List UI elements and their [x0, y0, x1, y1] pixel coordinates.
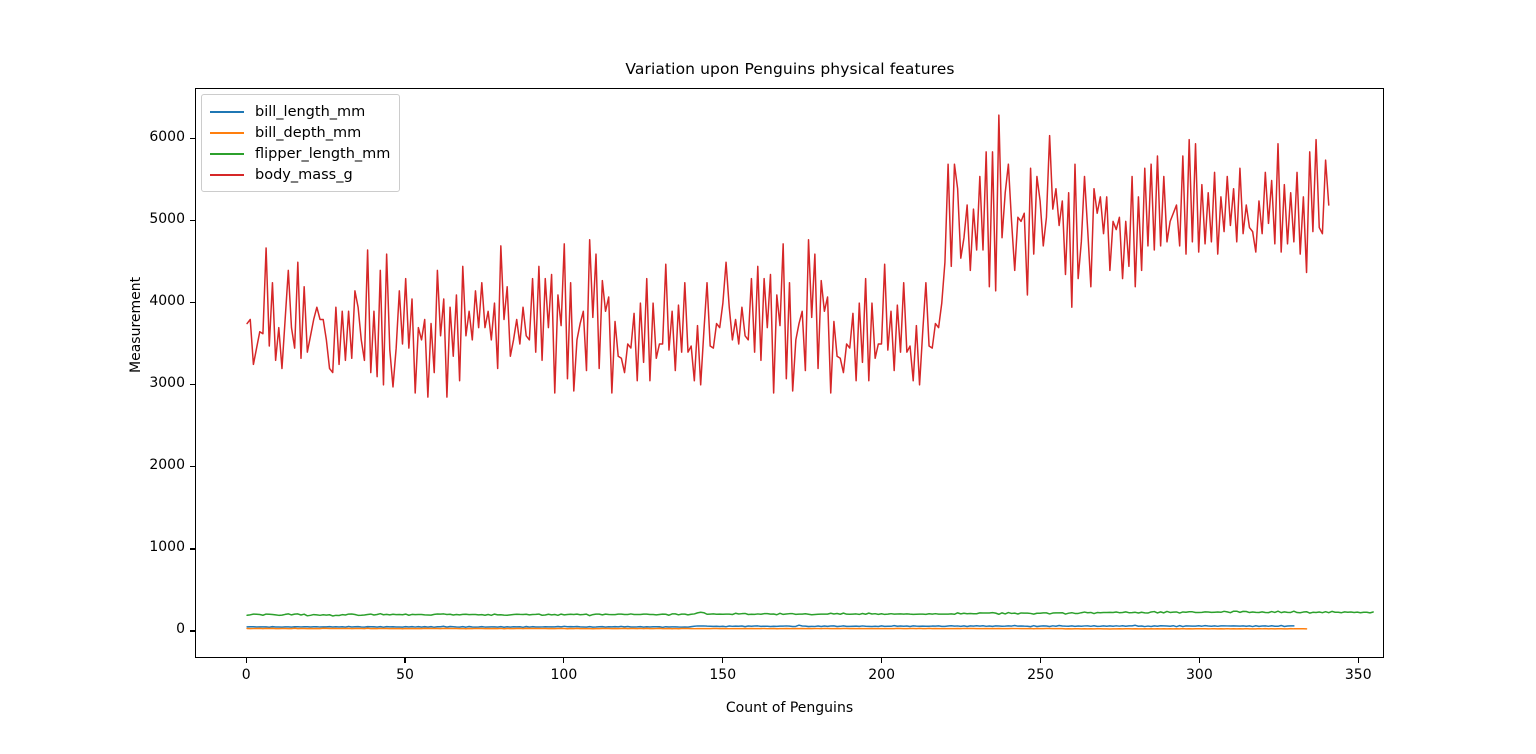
y-tick-label: 1000	[149, 538, 185, 555]
x-tick-mark	[881, 658, 883, 663]
y-tick-mark	[190, 548, 195, 550]
x-tick-mark	[1039, 658, 1042, 663]
x-tick-mark	[1198, 658, 1200, 663]
y-tick-label: 6000	[149, 128, 185, 145]
x-tick-label: 200	[868, 667, 896, 683]
y-tick-label: 4000	[149, 292, 185, 309]
chart-title: Variation upon Penguins physical feature…	[625, 60, 955, 78]
x-tick-label: 300	[1186, 667, 1213, 683]
x-tick-mark	[245, 658, 247, 663]
legend-color-swatch	[210, 131, 244, 134]
y-tick-mark	[190, 138, 195, 140]
legend-item: bill_depth_mm	[210, 122, 390, 143]
legend-item: bill_length_mm	[210, 101, 390, 122]
legend-label: bill_depth_mm	[255, 124, 362, 141]
x-tick-mark	[722, 658, 724, 663]
legend-label: flipper_length_mm	[255, 145, 391, 162]
legend-label: body_mass_g	[255, 166, 353, 183]
y-tick-mark	[190, 302, 195, 304]
series-line-body_mass_g	[246, 114, 1330, 398]
plot-lines-svg	[246, 114, 1374, 630]
y-tick-mark	[190, 466, 195, 468]
y-tick-label: 0	[176, 620, 185, 637]
legend-color-swatch	[210, 152, 244, 155]
y-tick-mark	[190, 384, 195, 386]
x-axis-label: Count of Penguins	[725, 700, 854, 716]
legend-item: body_mass_g	[210, 164, 390, 185]
x-tick-label: 0	[241, 667, 251, 683]
x-tick-mark	[1357, 658, 1359, 663]
series-line-bill_length_mm	[246, 624, 1295, 629]
series-line-bill_depth_mm	[246, 627, 1308, 630]
x-tick-label: 150	[709, 667, 737, 683]
series-line-flipper_length_mm	[246, 610, 1374, 617]
x-tick-label: 350	[1344, 667, 1372, 683]
x-tick-label: 50	[396, 667, 414, 683]
y-tick-mark	[190, 630, 195, 632]
y-tick-label: 5000	[149, 210, 185, 227]
x-tick-label: 100	[550, 667, 578, 683]
y-tick-label: 3000	[149, 374, 185, 391]
legend-color-swatch	[210, 173, 244, 176]
legend-label: bill_length_mm	[255, 103, 366, 120]
x-tick-label: 250	[1027, 667, 1054, 683]
y-tick-label: 2000	[149, 456, 185, 473]
y-tick-mark	[190, 220, 195, 222]
x-tick-mark	[563, 658, 565, 663]
y-axis-label: Measurement	[128, 276, 144, 373]
chart-legend: bill_length_mm bill_depth_mm flipper_lengt…	[201, 94, 401, 192]
legend-color-swatch	[210, 110, 244, 113]
x-tick-mark	[404, 658, 406, 663]
legend-item: flipper_length_mm	[210, 143, 390, 164]
